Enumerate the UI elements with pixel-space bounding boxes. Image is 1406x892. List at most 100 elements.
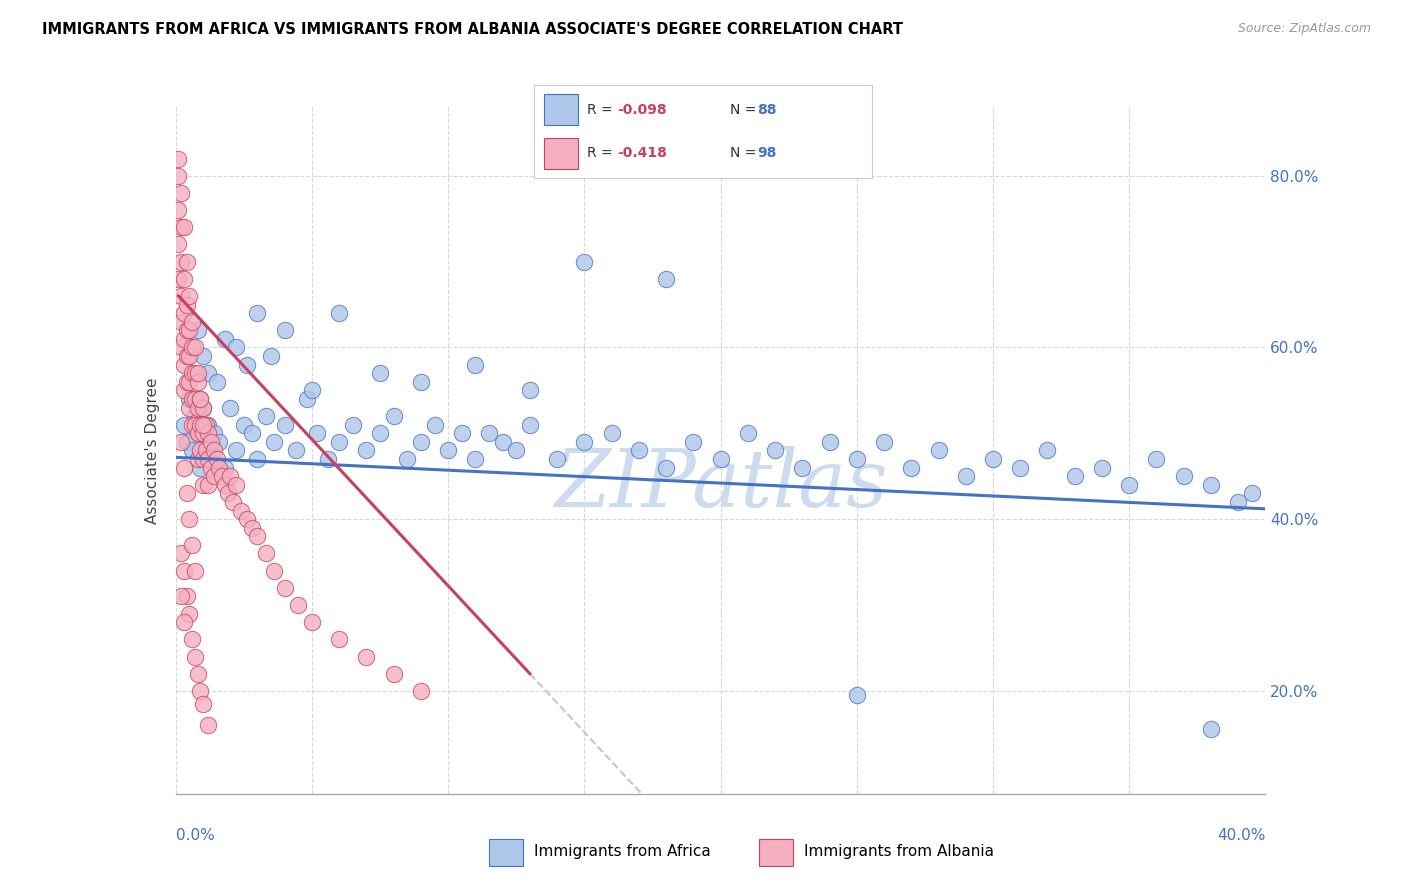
Point xyxy=(191,349,214,363)
Point xyxy=(356,443,378,458)
Point xyxy=(194,417,217,432)
Point xyxy=(246,306,269,320)
Point xyxy=(1091,460,1114,475)
Bar xyxy=(759,839,793,866)
Text: IMMIGRANTS FROM AFRICA VS IMMIGRANTS FROM ALBANIA ASSOCIATE'S DEGREE CORRELATION: IMMIGRANTS FROM AFRICA VS IMMIGRANTS FRO… xyxy=(42,22,903,37)
Point xyxy=(181,538,204,552)
Point xyxy=(301,615,323,630)
Point xyxy=(176,254,198,268)
Point xyxy=(179,392,201,406)
Point xyxy=(191,417,214,432)
Point xyxy=(263,564,285,578)
Point xyxy=(191,401,214,415)
Point xyxy=(179,512,201,526)
Point xyxy=(173,460,195,475)
Point xyxy=(186,426,209,441)
Point xyxy=(287,598,309,612)
Point xyxy=(186,401,209,415)
Bar xyxy=(544,138,578,169)
Point xyxy=(188,683,211,698)
Point xyxy=(710,452,733,467)
Point xyxy=(246,452,269,467)
Point xyxy=(274,417,297,432)
Text: Immigrants from Africa: Immigrants from Africa xyxy=(534,845,711,859)
Point xyxy=(873,434,896,449)
Point xyxy=(179,375,201,389)
Point xyxy=(186,366,209,380)
Point xyxy=(191,426,214,441)
Point xyxy=(173,564,195,578)
Point xyxy=(184,392,207,406)
Point xyxy=(170,434,193,449)
Point xyxy=(191,478,214,492)
Point xyxy=(176,349,198,363)
Point xyxy=(181,632,204,647)
Point xyxy=(186,666,209,681)
Point xyxy=(176,434,198,449)
Point xyxy=(574,434,596,449)
Point xyxy=(202,443,225,458)
Point xyxy=(191,697,214,711)
Point xyxy=(600,426,623,441)
Point xyxy=(423,417,446,432)
Point xyxy=(170,340,193,354)
Point xyxy=(170,289,193,303)
Point xyxy=(1173,469,1195,483)
Point xyxy=(1199,723,1222,737)
Point xyxy=(179,349,201,363)
Point xyxy=(186,375,209,389)
Point xyxy=(225,443,247,458)
Point xyxy=(437,443,460,458)
Point xyxy=(818,434,841,449)
Point xyxy=(184,649,207,664)
Point xyxy=(176,323,198,337)
Point xyxy=(1199,478,1222,492)
Point xyxy=(176,486,198,500)
Point xyxy=(208,460,231,475)
Point xyxy=(231,503,253,517)
Point xyxy=(519,417,541,432)
Point xyxy=(191,401,214,415)
Point xyxy=(197,718,219,732)
Point xyxy=(214,460,236,475)
Point xyxy=(574,254,596,268)
Point xyxy=(318,452,340,467)
Point xyxy=(627,443,650,458)
Point xyxy=(167,169,190,183)
Point xyxy=(167,237,190,252)
Point xyxy=(179,289,201,303)
Point xyxy=(981,452,1004,467)
Point xyxy=(170,315,193,329)
Point xyxy=(546,452,568,467)
Point xyxy=(235,512,257,526)
Point xyxy=(200,452,222,467)
Point xyxy=(254,409,277,424)
Point xyxy=(179,401,201,415)
Point xyxy=(188,460,211,475)
Point xyxy=(205,375,228,389)
Point xyxy=(179,323,201,337)
Point xyxy=(167,152,190,166)
Point xyxy=(464,358,486,372)
Point xyxy=(235,358,257,372)
Point xyxy=(295,392,318,406)
Point xyxy=(955,469,977,483)
Point xyxy=(197,452,219,467)
Point xyxy=(240,521,263,535)
Point xyxy=(219,401,242,415)
Point xyxy=(1063,469,1085,483)
Point xyxy=(214,332,236,346)
Point xyxy=(173,306,195,320)
Point xyxy=(356,649,378,664)
Point xyxy=(184,564,207,578)
Point xyxy=(170,186,193,200)
Point xyxy=(173,417,195,432)
Point xyxy=(173,332,195,346)
Point xyxy=(505,443,527,458)
Point xyxy=(409,683,432,698)
Point xyxy=(184,366,207,380)
Point xyxy=(176,590,198,604)
Point xyxy=(188,392,211,406)
Y-axis label: Associate's Degree: Associate's Degree xyxy=(145,377,160,524)
Text: 88: 88 xyxy=(756,103,776,117)
